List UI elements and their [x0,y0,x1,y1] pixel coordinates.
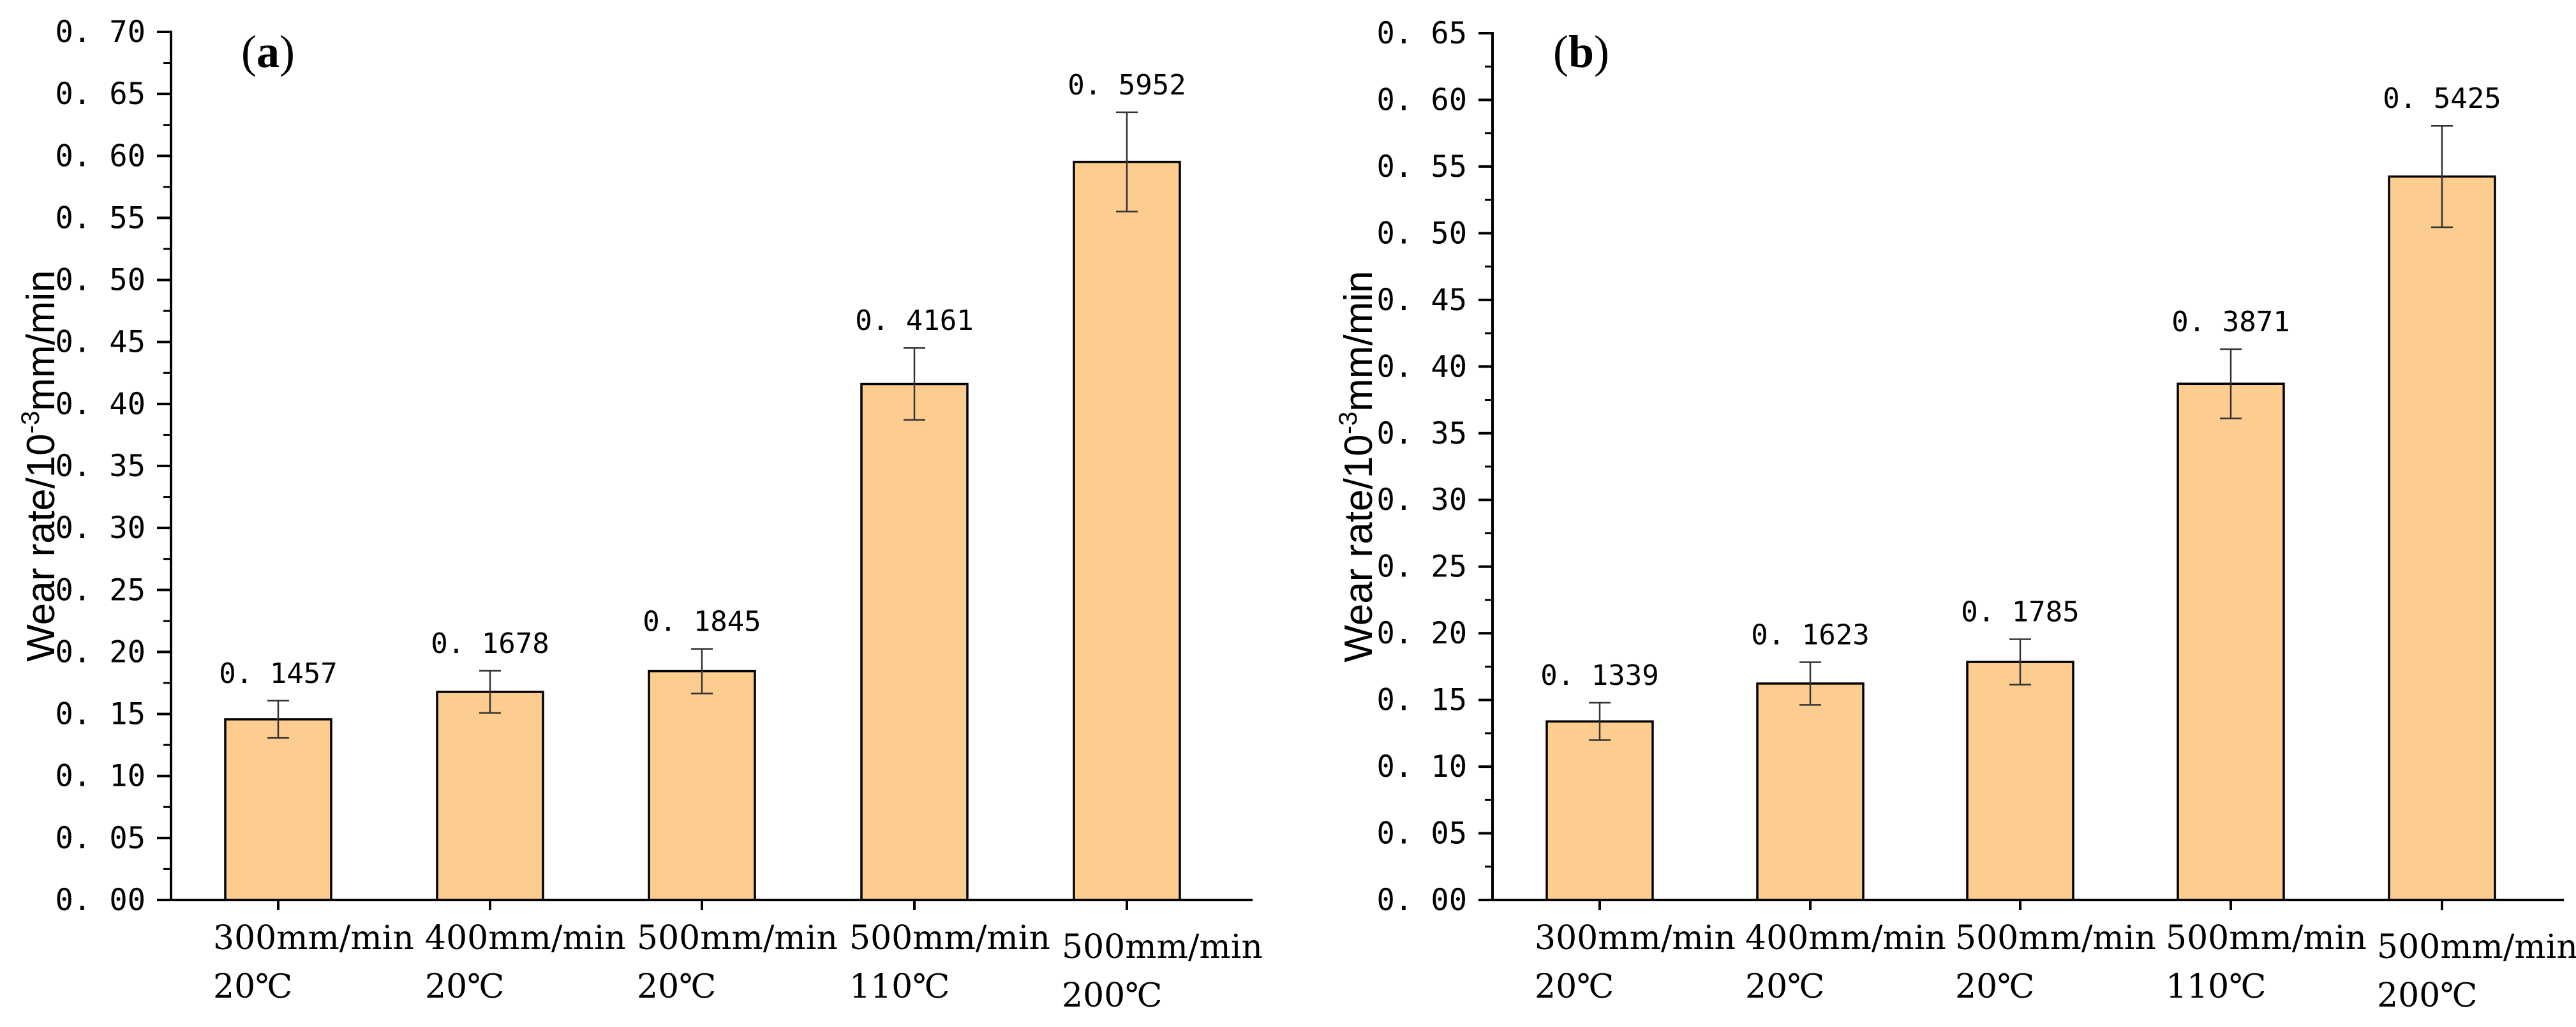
y-tick-label: 0. 45 [1377,283,1467,318]
bar [648,670,756,901]
data-label: 0. 5425 [2383,82,2501,115]
y-axis-title-main: Wear rate/10 [19,433,63,661]
x-category-label-line1: 500mm/min [637,919,838,957]
x-category-label-line1: 300mm/min [213,919,414,957]
data-label: 0. 1678 [431,627,549,660]
y-tick-label: 0. 65 [56,77,145,112]
x-category-label-line2: 200℃ [2377,977,2477,1015]
y-tick-label: 0. 25 [56,573,145,608]
y-tick-label: 0. 10 [56,759,145,794]
y-tick-label: 0. 60 [56,139,145,174]
bar [1545,720,1654,901]
x-category-label-line1: 400mm/min [425,919,626,957]
y-axis-title-main: Wear rate/10 [1337,434,1381,662]
y-tick-label: 0. 50 [56,263,145,298]
x-category-label-line1: 500mm/min [1955,919,2156,957]
y-tick-label: 0. 65 [1377,16,1467,51]
x-category-label-line2: 20℃ [425,968,504,1006]
x-category-label-line2: 20℃ [213,968,292,1006]
y-tick-label: 0. 05 [1377,816,1467,851]
data-label: 0. 1457 [219,657,337,690]
panel-a: 0. 1457 0. 1678 0. 1845 0. 4161 0. 5952 0. 00… [17,15,1263,1015]
x-category-label-line1: 300mm/min [1535,919,1736,957]
panel-label-letter: a [257,26,279,77]
bar [2388,175,2496,901]
bar [1073,160,1181,901]
bar [860,382,969,901]
y-tick-label: 0. 40 [56,387,145,422]
y-tick-label: 0. 15 [1377,683,1467,718]
panel-label: (b) [1553,26,1609,77]
bar [1966,661,2074,901]
x-category-label-line2: 20℃ [637,968,716,1006]
panel-label: (a) [241,26,295,77]
y-tick-label: 0. 30 [56,511,145,546]
y-axis-title-superscript: -3 [1334,412,1362,435]
bar [436,691,544,901]
y-tick-label: 0. 70 [56,15,145,50]
panel-label-open: ( [241,26,257,77]
panel-label-letter: b [1568,26,1594,77]
y-tick-label: 0. 00 [56,883,145,918]
y-tick-label: 0. 50 [1377,216,1467,251]
x-category-label-line1: 500mm/min [1062,928,1263,966]
y-tick-label: 0. 55 [1377,149,1467,184]
data-label: 0. 5952 [1068,69,1186,101]
data-label: 0. 1845 [643,606,761,638]
y-tick-label: 0. 45 [56,325,145,360]
bar [224,718,332,901]
x-category-label-line1: 500mm/min [2166,919,2367,957]
x-category-label-line2: 110℃ [2166,968,2266,1006]
y-tick-label: 0. 05 [56,821,145,856]
x-category-label-line2: 200℃ [1062,977,1162,1015]
x-category-label-line2: 110℃ [849,968,949,1006]
bar [2177,382,2285,901]
data-label: 0. 3871 [2171,306,2289,338]
y-tick-label: 0. 25 [1377,550,1467,585]
y-tick-label: 0. 55 [56,200,145,236]
bar [1756,682,1865,901]
x-category-label-line2: 20℃ [1745,968,1824,1006]
data-label: 0. 1339 [1540,659,1658,692]
data-label: 0. 1785 [1961,596,2079,629]
y-tick-label: 0. 00 [1377,883,1467,918]
y-tick-label: 0. 60 [1377,82,1467,117]
y-tick-label: 0. 20 [56,634,145,670]
data-label: 0. 1623 [1751,618,1869,651]
y-axis-title-unit: mm/min [1337,271,1381,411]
panel-b: 0. 1339 0. 1623 0. 1785 0. 3871 0. 5425 0. 00… [1334,16,2576,1015]
y-tick-label: 0. 30 [1377,483,1467,518]
data-label: 0. 4161 [855,304,973,337]
y-axis-title: Wear rate/10-3mm/min [17,270,63,661]
x-category-label-line2: 20℃ [1535,968,1614,1006]
y-tick-label: 0. 10 [1377,749,1467,784]
y-tick-label: 0. 20 [1377,616,1467,651]
panel-label-open: ( [1553,26,1568,77]
y-axis-title-superscript: -3 [17,411,45,434]
x-category-label-line2: 20℃ [1955,968,2034,1006]
y-tick-label: 0. 40 [1377,349,1467,384]
y-axis-title: Wear rate/10-3mm/min [1334,271,1381,662]
x-category-label-line1: 500mm/min [2377,928,2576,966]
x-category-label-line1: 400mm/min [1745,919,1946,957]
y-axis-title-unit: mm/min [19,270,63,410]
panel-label-close: ) [279,26,295,77]
y-tick-label: 0. 15 [56,697,145,732]
panel-label-close: ) [1594,26,1609,77]
y-tick-label: 0. 35 [1377,416,1467,451]
x-category-label-line1: 500mm/min [849,919,1050,957]
y-tick-label: 0. 35 [56,449,145,484]
